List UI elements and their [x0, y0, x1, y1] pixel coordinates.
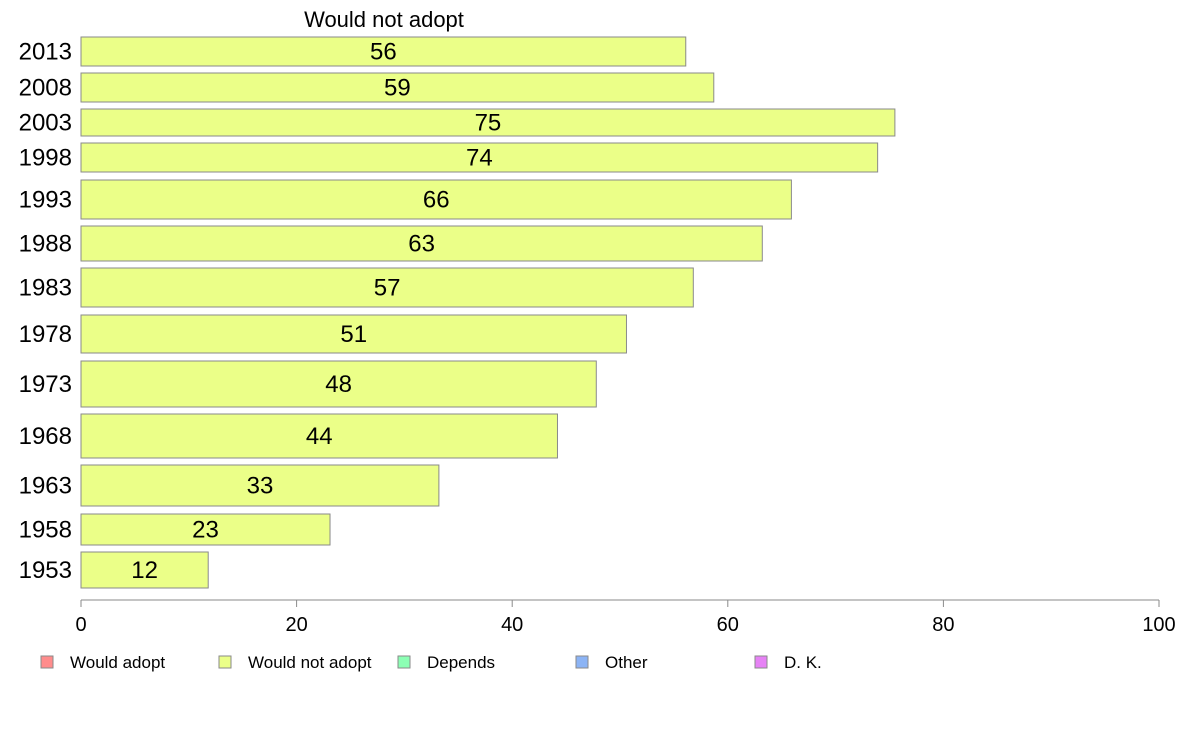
legend-label: Would not adopt	[248, 653, 372, 672]
category-label: 1953	[19, 557, 72, 584]
bar	[80, 413, 558, 459]
bar	[80, 267, 694, 308]
data-label: 74	[466, 145, 493, 172]
data-label: 63	[408, 231, 435, 258]
category-label: 1968	[19, 423, 72, 450]
legend-swatch	[218, 655, 232, 669]
bars: 2013 56 2008 59 2003 75 1998 74 1993 66 1988 63 1983…	[19, 36, 896, 589]
data-label: 33	[247, 473, 274, 500]
bar	[80, 551, 209, 589]
legend-label: D. K.	[784, 653, 822, 672]
x-tick-label: 100	[1142, 614, 1175, 636]
bar	[80, 513, 331, 546]
data-label: 44	[306, 423, 333, 450]
legend: Would adopt Would not adopt Depends Other D.…	[40, 653, 822, 672]
bar	[80, 108, 896, 137]
legend-swatch	[40, 655, 54, 669]
x-tick-label: 60	[717, 614, 739, 636]
category-label: 1988	[19, 231, 72, 258]
bar	[80, 360, 597, 408]
data-label: 75	[475, 110, 502, 137]
bar	[80, 72, 715, 103]
bar	[80, 36, 687, 67]
x-tick-label: 80	[932, 614, 954, 636]
data-label: 59	[384, 75, 411, 102]
data-label: 66	[423, 187, 450, 214]
x-tick-label: 20	[285, 614, 307, 636]
legend-swatch	[397, 655, 411, 669]
bar	[80, 179, 792, 220]
bar	[80, 314, 627, 354]
category-label: 1998	[19, 145, 72, 172]
data-label: 12	[131, 557, 158, 584]
legend-swatch	[575, 655, 589, 669]
legend-label: Depends	[427, 653, 495, 672]
x-tick-label: 40	[501, 614, 523, 636]
category-label: 2003	[19, 110, 72, 137]
bar	[80, 464, 440, 507]
data-label: 48	[325, 371, 352, 398]
category-label: 1993	[19, 187, 72, 214]
category-label: 1963	[19, 473, 72, 500]
chart-title: Would not adopt	[304, 7, 464, 32]
legend-label: Would adopt	[70, 653, 165, 672]
category-label: 1983	[19, 275, 72, 302]
data-label: 51	[340, 321, 367, 348]
data-label: 56	[370, 39, 397, 66]
category-label: 1978	[19, 321, 72, 348]
category-label: 1958	[19, 517, 72, 544]
legend-swatch	[754, 655, 768, 669]
category-label: 1973	[19, 371, 72, 398]
legend-label: Other	[605, 653, 648, 672]
bar	[80, 142, 879, 173]
category-label: 2008	[19, 75, 72, 102]
x-tick-label: 0	[75, 614, 86, 636]
category-label: 2013	[19, 39, 72, 66]
bar	[80, 225, 763, 262]
data-label: 57	[374, 275, 401, 302]
data-label: 23	[192, 517, 219, 544]
x-axis: 0 20 40 60 80 100	[75, 599, 1176, 636]
